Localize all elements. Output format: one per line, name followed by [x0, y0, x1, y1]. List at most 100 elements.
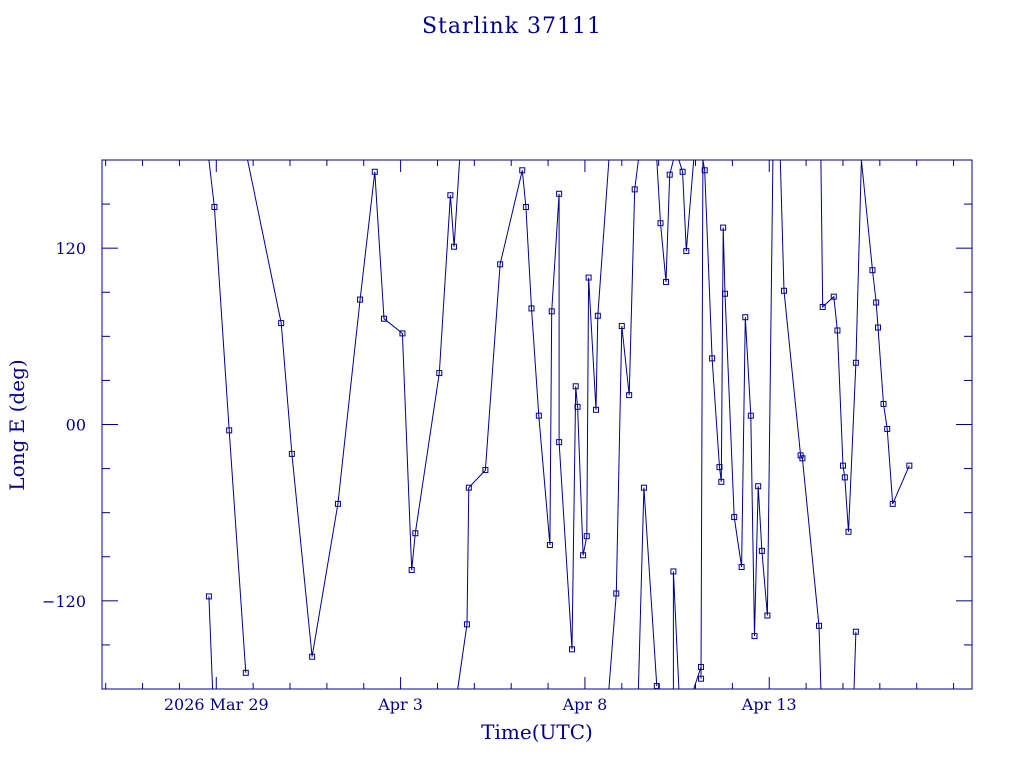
data-point: [663, 278, 670, 285]
data-point: [585, 274, 592, 281]
series-line: [208, 159, 247, 673]
data-point: [569, 646, 576, 653]
data-point: [799, 455, 806, 462]
data-point: [722, 290, 729, 297]
data-point: [528, 305, 535, 312]
data-point: [751, 633, 758, 640]
axis-ticks: [102, 160, 972, 689]
data-point: [548, 308, 555, 315]
data-point: [618, 323, 625, 330]
data-point: [819, 303, 826, 310]
data-point: [666, 171, 673, 178]
data-point: [583, 533, 590, 540]
series-line: [208, 596, 214, 690]
data-point: [852, 359, 859, 366]
data-point: [640, 484, 647, 491]
data-point: [556, 190, 563, 197]
data-point: [889, 500, 896, 507]
data-point: [205, 593, 212, 600]
data-point: [873, 299, 880, 306]
y-axis-label: Long E (deg): [5, 359, 29, 490]
data-point: [626, 392, 633, 399]
data-point: [742, 314, 749, 321]
data-point: [613, 590, 620, 597]
tick-labels: 2026 Mar 29 Apr 3 Apr 8 Apr 13 −120 00 120: [42, 239, 797, 714]
series-line: [820, 159, 862, 532]
data-point: [631, 186, 638, 193]
data-point: [288, 450, 295, 457]
series-line: [247, 159, 461, 657]
data-point: [399, 330, 406, 337]
data-point: [556, 439, 563, 446]
data-point: [465, 484, 472, 491]
data-point: [447, 192, 454, 199]
data-point: [780, 287, 787, 294]
data-point: [242, 669, 249, 676]
data-point: [522, 204, 529, 211]
data-point: [758, 547, 765, 554]
data-point: [852, 628, 859, 635]
data-point: [830, 293, 837, 300]
series-line: [860, 159, 910, 505]
y-tick-label: −120: [42, 592, 86, 611]
data-point: [834, 327, 841, 334]
x-tick-label: 2026 Mar 29: [164, 695, 269, 714]
data-point: [880, 400, 887, 407]
data-point: [657, 220, 664, 227]
data-point: [535, 412, 542, 419]
series-line: [693, 159, 704, 690]
data-point: [497, 261, 504, 268]
data-point: [764, 612, 771, 619]
series-line: [656, 159, 674, 283]
chart-title: Starlink 37111: [421, 14, 603, 39]
x-tick-label: Apr 3: [377, 695, 423, 714]
data-point: [839, 462, 846, 469]
data-point: [594, 312, 601, 319]
data-point: [357, 296, 364, 303]
data-point: [408, 566, 415, 573]
series-line: [678, 159, 695, 252]
y-tick-label: 00: [66, 416, 86, 435]
data-point: [309, 653, 316, 660]
x-tick-label: Apr 8: [562, 695, 608, 714]
data-point: [884, 425, 891, 432]
data-point: [731, 514, 738, 521]
data-point: [698, 675, 705, 682]
data-point: [482, 467, 489, 474]
series-line: [672, 571, 680, 690]
data-point: [747, 412, 754, 419]
series-line: [457, 159, 610, 690]
data-point: [720, 224, 727, 231]
data-point: [592, 406, 599, 413]
x-axis-label: Time(UTC): [481, 720, 593, 744]
data-point: [816, 622, 823, 629]
data-point: [451, 243, 458, 250]
data-point: [412, 530, 419, 537]
data-point: [211, 204, 218, 211]
series-line: [637, 487, 658, 690]
data-point: [698, 663, 705, 670]
data-point: [874, 324, 881, 331]
series-line: [608, 159, 639, 690]
data-point: [679, 168, 686, 175]
data-point: [519, 167, 526, 174]
data-point: [436, 370, 443, 377]
data-point: [906, 462, 913, 469]
y-tick-label: 120: [55, 239, 86, 258]
x-tick-label: Apr 13: [741, 695, 797, 714]
data-point: [546, 541, 553, 548]
data-point: [716, 464, 723, 471]
plot-frame: [101, 159, 973, 690]
data-point: [683, 248, 690, 255]
data-point: [670, 568, 677, 575]
data-point: [709, 355, 716, 362]
data-point: [278, 320, 285, 327]
data-point: [381, 315, 388, 322]
data-point: [869, 267, 876, 274]
data-point: [226, 427, 233, 434]
data-point: [755, 483, 762, 490]
data-point: [580, 552, 587, 559]
series-line: [702, 159, 774, 637]
data-point: [572, 383, 579, 390]
